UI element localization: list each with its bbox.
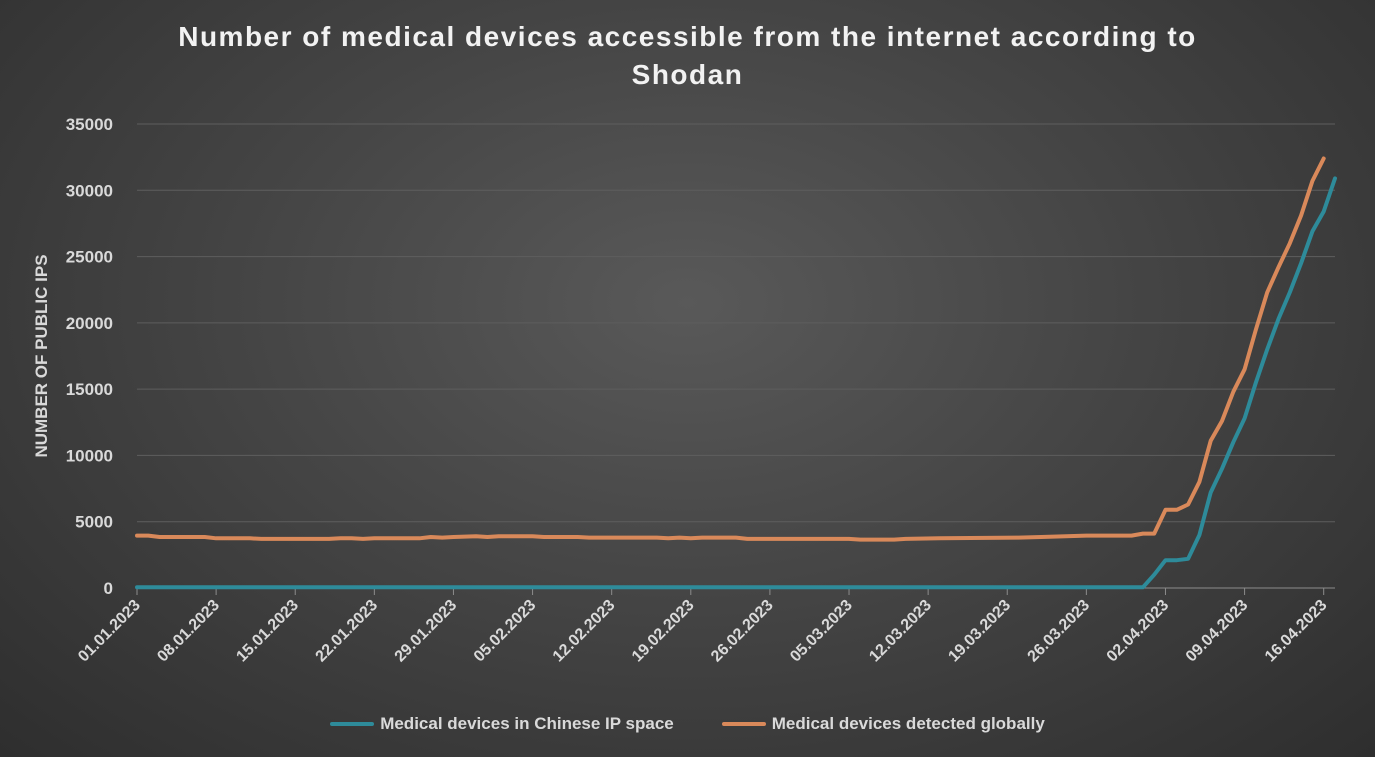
x-tick-label: 22.01.2023 [313, 597, 382, 666]
chart-title-line-2: Shodan [631, 59, 744, 90]
x-tick-label: 26.03.2023 [1025, 597, 1094, 666]
y-axis-title: NUMBER OF PUBLIC IPS [32, 254, 51, 457]
legend-label-global: Medical devices detected globally [771, 714, 1045, 733]
y-tick-label: 5000 [75, 513, 113, 532]
x-tick-label: 02.04.2023 [1104, 597, 1173, 666]
series-line-global [135, 156, 1326, 542]
x-tick-label: 29.01.2023 [392, 597, 461, 666]
y-tick-label: 20000 [66, 314, 113, 333]
legend-label-chinese: Medical devices in Chinese IP space [380, 714, 674, 733]
y-tick-label: 0 [104, 579, 113, 598]
y-tick-label: 35000 [66, 115, 113, 134]
chart-title: Number of medical devices accessible fro… [0, 18, 1375, 94]
x-tick-label: 15.01.2023 [233, 597, 302, 666]
legend: Medical devices in Chinese IP space Medi… [0, 714, 1375, 734]
x-tick-label: 19.02.2023 [629, 597, 698, 666]
x-axis-ticks: 01.01.2023 08.01.2023 15.01.2023 22.01.2023… [75, 588, 1331, 666]
series-lines [135, 156, 1337, 590]
legend-swatch-global [721, 722, 766, 726]
x-tick-label: 09.04.2023 [1183, 597, 1252, 666]
y-tick-label: 10000 [66, 446, 113, 465]
legend-item-chinese: Medical devices in Chinese IP space [330, 714, 674, 734]
x-tick-label: 12.03.2023 [866, 597, 935, 666]
x-tick-label: 08.01.2023 [154, 597, 223, 666]
gridlines [137, 123, 1335, 589]
legend-swatch-chinese [330, 722, 375, 726]
x-tick-label: 12.02.2023 [550, 597, 619, 666]
x-tick-label: 26.02.2023 [708, 597, 777, 666]
legend-item-global: Medical devices detected globally [721, 714, 1045, 734]
y-tick-label: 25000 [66, 248, 113, 267]
x-tick-label: 01.01.2023 [75, 597, 144, 666]
x-tick-label: 19.03.2023 [945, 597, 1014, 666]
x-tick-label: 16.04.2023 [1262, 597, 1331, 666]
y-tick-label: 15000 [66, 380, 113, 399]
chart-title-line-1: Number of medical devices accessible fro… [178, 21, 1197, 52]
x-tick-label: 05.03.2023 [787, 597, 856, 666]
series-line-chinese [135, 176, 1337, 590]
x-tick-label: 05.02.2023 [471, 597, 540, 666]
y-tick-label: 30000 [66, 181, 113, 200]
y-axis-ticks: 0 5000 10000 15000 20000 25000 30000 35000 [66, 115, 113, 598]
